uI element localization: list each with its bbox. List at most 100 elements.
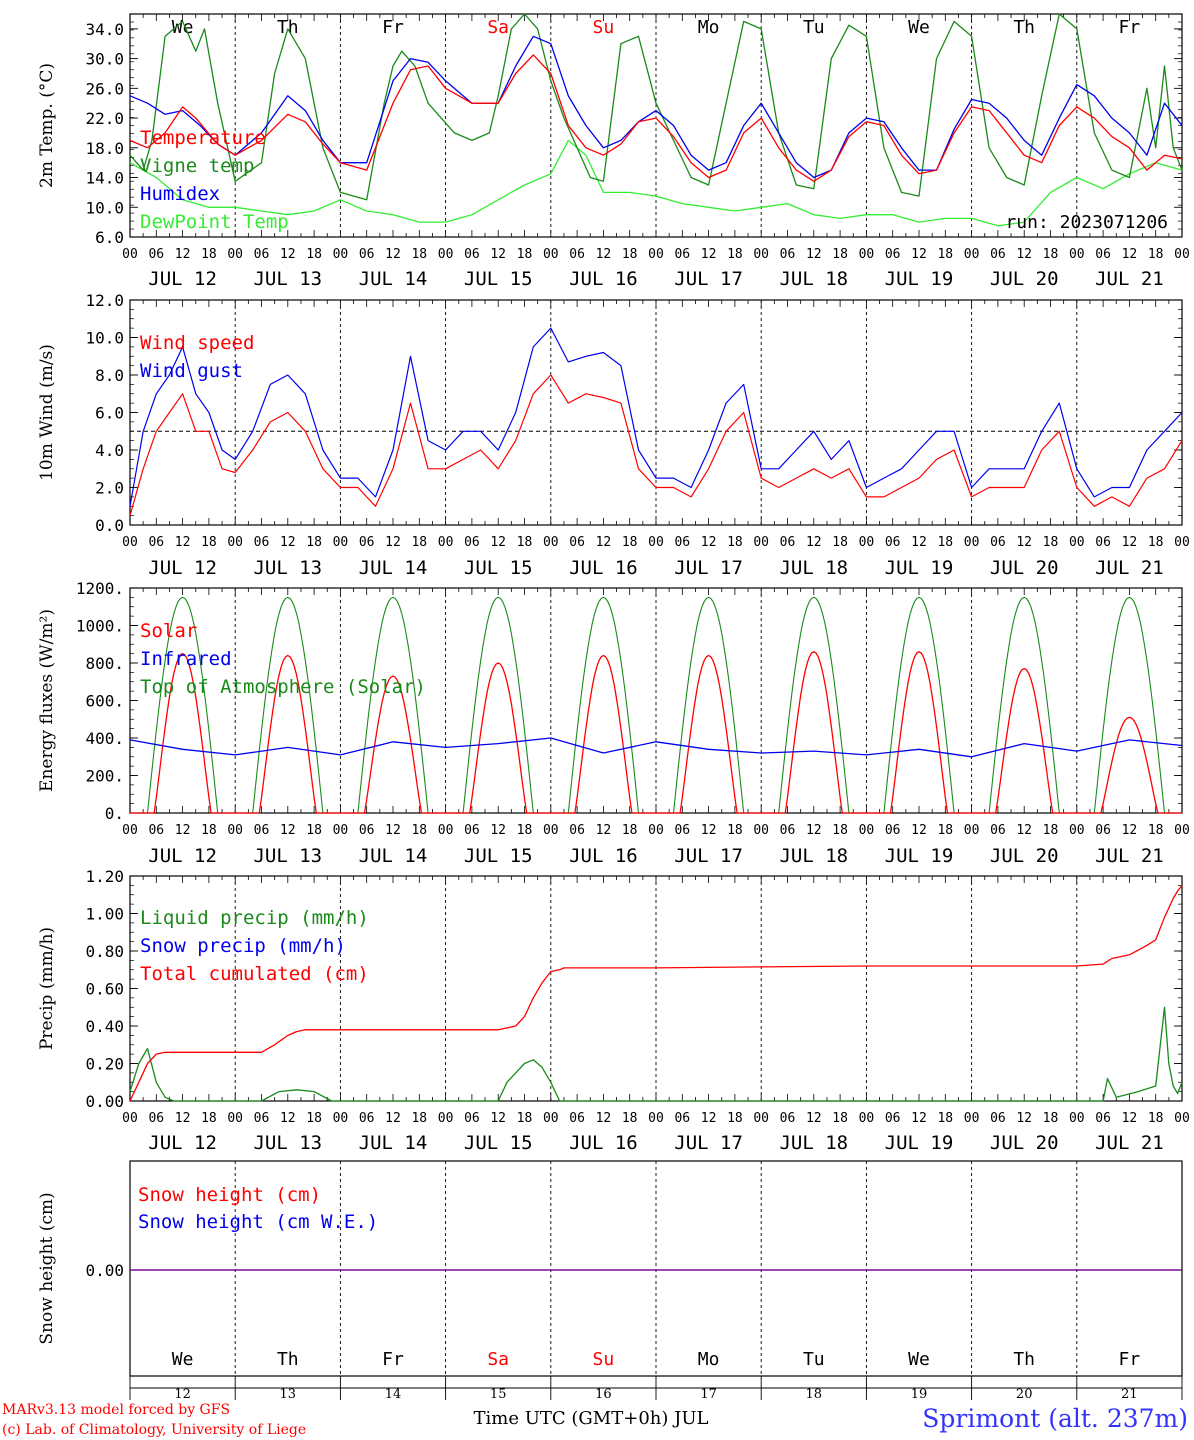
temp-y-tick-label: 18.0 bbox=[85, 139, 124, 158]
temp-hour-tick-label: 06 bbox=[885, 247, 901, 262]
temp-date-label: JUL 15 bbox=[464, 268, 533, 290]
wind-hour-tick-label: 00 bbox=[543, 535, 559, 550]
precip-hour-tick-label: 00 bbox=[438, 1111, 454, 1126]
wind-hour-tick-label: 06 bbox=[1095, 535, 1111, 550]
precip-date-label: JUL 12 bbox=[148, 1132, 217, 1154]
temp-y-tick-label: 34.0 bbox=[85, 20, 124, 39]
temp-hour-tick-label: 00 bbox=[964, 247, 980, 262]
precip-hour-tick-label: 12 bbox=[385, 1111, 401, 1126]
precip-y-axis-label: Precip (mm/h) bbox=[37, 927, 57, 1050]
temp-day-name: Th bbox=[1013, 17, 1035, 38]
energy-hour-tick-label: 00 bbox=[227, 823, 243, 838]
day-number-label: 19 bbox=[911, 1387, 928, 1402]
energy-series-green bbox=[866, 596, 972, 814]
snow-day-name: Th bbox=[277, 1349, 299, 1370]
energy-hour-tick-label: 18 bbox=[622, 823, 638, 838]
precip-hour-tick-label: 00 bbox=[859, 1111, 875, 1126]
energy-y-axis-label: Energy fluxes (W/m²) bbox=[37, 609, 57, 792]
energy-hour-tick-label: 12 bbox=[911, 823, 927, 838]
energy-hour-tick-label: 06 bbox=[674, 823, 690, 838]
snow-day-name: Th bbox=[1013, 1349, 1035, 1370]
wind-date-label: JUL 19 bbox=[885, 557, 954, 579]
energy-hour-tick-label: 18 bbox=[937, 823, 953, 838]
location-title: Sprimont (alt. 237m) bbox=[922, 1404, 1188, 1433]
day-number-label: 20 bbox=[1016, 1387, 1033, 1402]
energy-hour-tick-label: 12 bbox=[1016, 823, 1032, 838]
precip-date-label: JUL 15 bbox=[464, 1132, 533, 1154]
precip-series-red bbox=[129, 884, 1183, 1102]
temp-hour-tick-label: 18 bbox=[411, 247, 427, 262]
energy-hour-tick-label: 06 bbox=[254, 823, 270, 838]
precip-hour-tick-label: 06 bbox=[359, 1111, 375, 1126]
wind-hour-tick-label: 00 bbox=[859, 535, 875, 550]
temp-hour-tick-label: 06 bbox=[254, 247, 270, 262]
wind-hour-tick-label: 12 bbox=[596, 535, 612, 550]
energy-series-red bbox=[761, 651, 867, 814]
wind-hour-tick-label: 18 bbox=[1148, 535, 1164, 550]
precip-hour-tick-label: 18 bbox=[1148, 1111, 1164, 1126]
day-number-label: 21 bbox=[1121, 1387, 1138, 1402]
energy-series-red bbox=[340, 675, 446, 814]
temp-date-label: JUL 12 bbox=[148, 268, 217, 290]
day-number-label: 15 bbox=[490, 1387, 507, 1402]
precip-hour-tick-label: 06 bbox=[464, 1111, 480, 1126]
day-number-label: 13 bbox=[280, 1387, 297, 1402]
wind-hour-tick-label: 06 bbox=[569, 535, 585, 550]
snow-day-name: Fr bbox=[382, 1349, 404, 1370]
wind-hour-tick-label: 12 bbox=[1122, 535, 1138, 550]
wind-hour-tick-label: 18 bbox=[937, 535, 953, 550]
wind-hour-tick-label: 18 bbox=[832, 535, 848, 550]
precip-hour-tick-label: 12 bbox=[806, 1111, 822, 1126]
wind-date-label: JUL 15 bbox=[464, 557, 533, 579]
day-number-label: 14 bbox=[385, 1387, 402, 1402]
energy-date-label: JUL 19 bbox=[885, 845, 954, 867]
wind-date-label: JUL 20 bbox=[990, 557, 1059, 579]
energy-y-tick-label: 1000. bbox=[76, 617, 124, 636]
energy-y-tick-label: 1200. bbox=[76, 579, 124, 598]
energy-series-red bbox=[130, 652, 236, 814]
energy-hour-tick-label: 00 bbox=[333, 823, 349, 838]
energy-hour-tick-label: 06 bbox=[990, 823, 1006, 838]
precip-hour-tick-label: 06 bbox=[780, 1111, 796, 1126]
temp-hour-tick-label: 18 bbox=[832, 247, 848, 262]
temp-hour-tick-label: 00 bbox=[859, 247, 875, 262]
temp-date-label: JUL 13 bbox=[253, 268, 322, 290]
energy-legend-green: Top of Atmosphere (Solar) bbox=[140, 676, 426, 698]
energy-date-label: JUL 17 bbox=[674, 845, 743, 867]
precip-date-label: JUL 19 bbox=[885, 1132, 954, 1154]
energy-date-label: JUL 12 bbox=[148, 845, 217, 867]
energy-y-tick-label: 200. bbox=[85, 767, 124, 786]
wind-y-axis-label: 10m Wind (m/s) bbox=[37, 344, 57, 481]
temp-hour-tick-label: 06 bbox=[148, 247, 164, 262]
temp-hour-tick-label: 12 bbox=[1016, 247, 1032, 262]
precip-hour-tick-label: 06 bbox=[1095, 1111, 1111, 1126]
precip-hour-tick-label: 06 bbox=[885, 1111, 901, 1126]
precip-legend-green: Liquid precip (mm/h) bbox=[140, 907, 369, 929]
precip-date-label: JUL 17 bbox=[674, 1132, 743, 1154]
precip-hour-tick-label: 12 bbox=[280, 1111, 296, 1126]
snow-day-name: Fr bbox=[1119, 1349, 1141, 1370]
energy-series-red bbox=[866, 651, 972, 814]
temp-legend-light_green: DewPoint Temp bbox=[140, 211, 289, 233]
temp-hour-tick-label: 18 bbox=[622, 247, 638, 262]
temp-hour-tick-label: 18 bbox=[1148, 247, 1164, 262]
energy-hour-tick-label: 18 bbox=[306, 823, 322, 838]
precip-hour-tick-label: 18 bbox=[727, 1111, 743, 1126]
footer-model-text: MARv3.13 model forced by GFS bbox=[2, 1402, 230, 1418]
energy-y-axis: 0. 200. 400. 600. 800. 1000. 1200. Energy fluxe… bbox=[37, 579, 1182, 823]
precip-y-axis: 0.00 0.20 0.40 0.60 0.80 1.00 1.20 Precip (mm/h… bbox=[37, 867, 1182, 1111]
precip-hour-tick-label: 00 bbox=[648, 1111, 664, 1126]
wind-date-label: JUL 16 bbox=[569, 557, 638, 579]
precip-hour-tick-label: 18 bbox=[517, 1111, 533, 1126]
temp-hour-tick-label: 12 bbox=[490, 247, 506, 262]
wind-hour-tick-label: 12 bbox=[1016, 535, 1032, 550]
wind-y-tick-label: 12.0 bbox=[85, 291, 124, 310]
wind-hour-tick-label: 06 bbox=[674, 535, 690, 550]
precip-hour-tick-label: 00 bbox=[1069, 1111, 1085, 1126]
temp-day-name: Sa bbox=[487, 17, 509, 38]
temp-day-name: Fr bbox=[1119, 17, 1141, 38]
temp-hour-tick-label: 00 bbox=[1069, 247, 1085, 262]
temp-hour-tick-label: 18 bbox=[201, 247, 217, 262]
temp-date-label: JUL 14 bbox=[359, 268, 428, 290]
precip-date-label: JUL 20 bbox=[990, 1132, 1059, 1154]
